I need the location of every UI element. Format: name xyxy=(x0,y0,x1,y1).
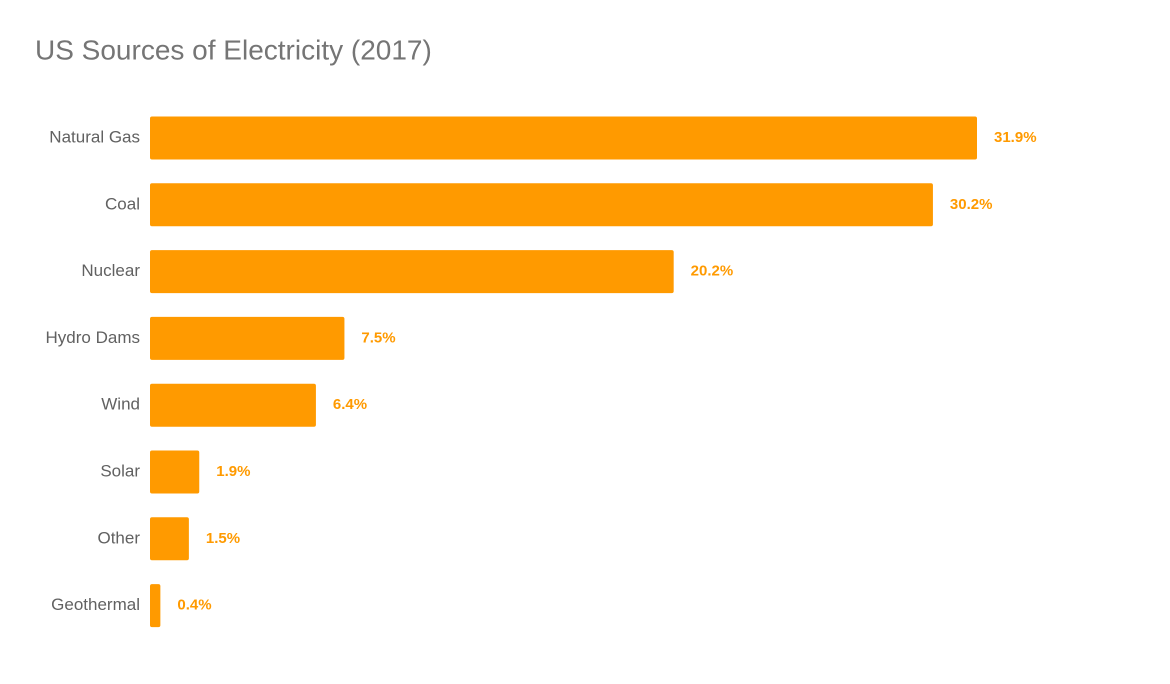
category-label: Nuclear xyxy=(81,261,140,280)
category-label: Wind xyxy=(101,395,140,414)
value-label: 30.2% xyxy=(950,196,993,213)
value-label: 0.4% xyxy=(177,597,211,614)
category-label: Natural Gas xyxy=(49,127,140,146)
value-label: 7.5% xyxy=(361,329,395,346)
value-label: 1.5% xyxy=(206,530,240,547)
bar xyxy=(150,517,189,561)
category-label: Geothermal xyxy=(51,595,140,614)
value-label: 1.9% xyxy=(216,463,250,480)
chart-title: US Sources of Electricity (2017) xyxy=(35,34,432,65)
category-label: Other xyxy=(97,528,140,547)
category-label: Coal xyxy=(105,194,140,213)
bar xyxy=(150,116,977,160)
value-label: 20.2% xyxy=(691,263,734,280)
category-label: Hydro Dams xyxy=(46,328,140,347)
value-label: 6.4% xyxy=(333,396,367,413)
category-label: Solar xyxy=(100,461,140,480)
bar xyxy=(150,383,316,427)
bar xyxy=(150,584,161,628)
bar xyxy=(150,450,200,494)
bar xyxy=(150,250,674,294)
bar xyxy=(150,183,933,227)
value-label: 31.9% xyxy=(994,129,1037,146)
bar xyxy=(150,316,345,360)
